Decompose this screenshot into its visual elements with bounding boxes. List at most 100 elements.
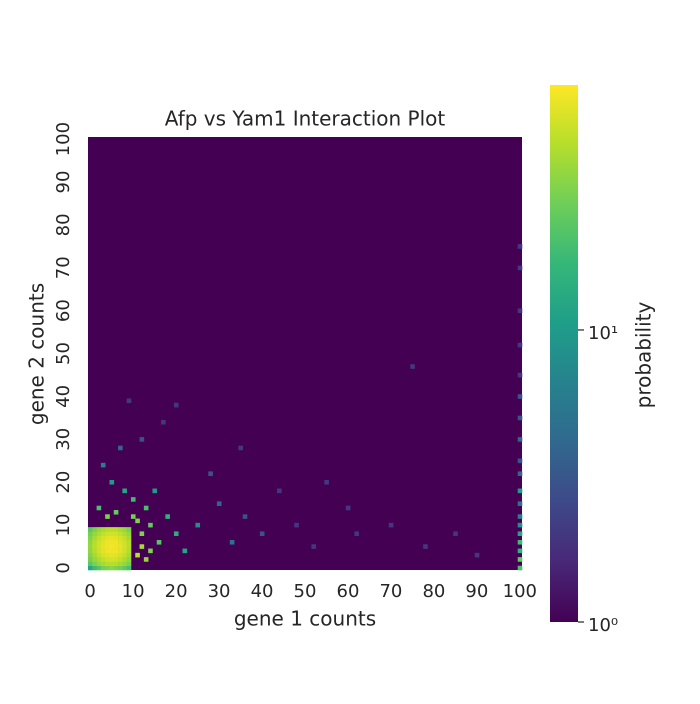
y-tick-label: 0	[53, 562, 74, 573]
heatmap-cell	[92, 527, 97, 532]
heatmap-cell	[517, 342, 523, 348]
heatmap-cell	[122, 544, 127, 549]
heatmap-cell	[109, 561, 115, 567]
heatmap-cell	[122, 561, 127, 567]
heatmap-cell	[517, 394, 523, 399]
heatmap-cell	[517, 471, 523, 476]
heatmap-cell	[122, 488, 127, 494]
heatmap-cell	[96, 561, 102, 567]
heatmap-cell	[113, 544, 119, 549]
heatmap-cell	[135, 552, 140, 558]
heatmap-cell	[88, 544, 93, 549]
y-tick-label: 50	[53, 342, 74, 365]
heatmap-cell	[148, 548, 153, 554]
heatmap-cell	[517, 265, 523, 271]
heatmap-cell	[517, 437, 523, 442]
heatmap-cell	[113, 548, 119, 554]
heatmap-cell	[517, 557, 523, 562]
heatmap-cell	[122, 565, 127, 571]
heatmap-cell	[126, 548, 132, 554]
y-axis-label: gene 2 counts	[25, 283, 49, 425]
x-tick-label: 60	[337, 581, 360, 602]
heatmap-cell	[100, 462, 106, 468]
heatmap-cell	[100, 548, 106, 554]
heatmap-cell	[517, 501, 523, 506]
heatmap-cell	[118, 535, 123, 541]
y-tick-label: 70	[53, 256, 74, 279]
heatmap-cell	[118, 557, 123, 562]
heatmap-cell	[118, 445, 123, 451]
heatmap-cell	[242, 514, 248, 519]
heatmap-cell	[100, 539, 106, 545]
heatmap-cell	[96, 535, 102, 541]
heatmap-cell	[126, 561, 132, 567]
heatmap-cell	[139, 544, 145, 549]
heatmap-cell	[423, 544, 428, 549]
heatmap-cell	[311, 544, 317, 549]
heatmap-cell	[152, 488, 158, 494]
heatmap-cell	[126, 527, 132, 532]
heatmap-cell	[126, 531, 132, 537]
heatmap-cell	[118, 539, 123, 545]
heatmap-cell	[100, 557, 106, 562]
heatmap-cell	[388, 522, 394, 528]
x-axis-label: gene 1 counts	[234, 607, 376, 631]
heatmap-cell	[474, 552, 480, 558]
heatmap-cell	[88, 565, 93, 571]
heatmap-cell	[105, 531, 110, 537]
heatmap-cell	[105, 548, 110, 554]
heatmap-cell	[122, 531, 127, 537]
heatmap-cell	[96, 544, 102, 549]
heatmap-cell	[105, 535, 110, 541]
heatmap-cell	[109, 531, 115, 537]
heatmap-cell	[517, 514, 523, 519]
heatmap-cell	[96, 539, 102, 545]
heatmap-cell	[126, 539, 132, 545]
heatmap-cell	[92, 539, 97, 545]
heatmap-cell	[517, 415, 523, 421]
heatmap-cell	[122, 552, 127, 558]
x-tick-label: 50	[294, 581, 317, 602]
heatmap-cell	[345, 505, 351, 511]
heatmap-cell	[122, 535, 127, 541]
heatmap-cell	[517, 458, 523, 464]
heatmap-cell	[182, 548, 188, 554]
heatmap-cell	[100, 535, 106, 541]
heatmap-cell	[139, 437, 145, 442]
heatmap-cell	[118, 548, 123, 554]
heatmap-cell	[88, 531, 93, 537]
heatmap-cell	[517, 548, 523, 554]
colorbar-label: probability	[632, 301, 656, 408]
y-tick-label: 20	[53, 471, 74, 494]
heatmap-cell	[92, 552, 97, 558]
heatmap-cell	[161, 419, 166, 425]
heatmap-cell	[92, 531, 97, 537]
heatmap-cell	[100, 531, 106, 537]
heatmap-cell	[130, 497, 136, 502]
heatmap-cell	[109, 557, 115, 562]
heatmap-cell	[109, 548, 115, 554]
heatmap-cell	[109, 552, 115, 558]
heatmap-cell	[517, 539, 523, 545]
colorbar	[550, 85, 578, 622]
heatmap-cell	[122, 527, 127, 532]
heatmap-cell	[92, 557, 97, 562]
heatmap-cell	[88, 527, 93, 532]
heatmap-cell	[126, 535, 132, 541]
x-tick-label: 0	[84, 581, 95, 602]
heatmap-cell	[165, 514, 170, 519]
heatmap-cell	[105, 514, 110, 519]
heatmap-cell	[122, 557, 127, 562]
x-tick-label: 80	[422, 581, 445, 602]
heatmap-cell	[92, 535, 97, 541]
heatmap-cell	[118, 552, 123, 558]
heatmap-cell	[105, 552, 110, 558]
heatmap-cell	[109, 479, 115, 485]
heatmap-cell	[109, 544, 115, 549]
x-tick-label: 100	[503, 581, 537, 602]
heatmap-cell	[88, 552, 93, 558]
heatmap-cell	[517, 522, 523, 528]
heatmap-cell	[238, 445, 243, 451]
y-tick-label: 30	[53, 428, 74, 451]
